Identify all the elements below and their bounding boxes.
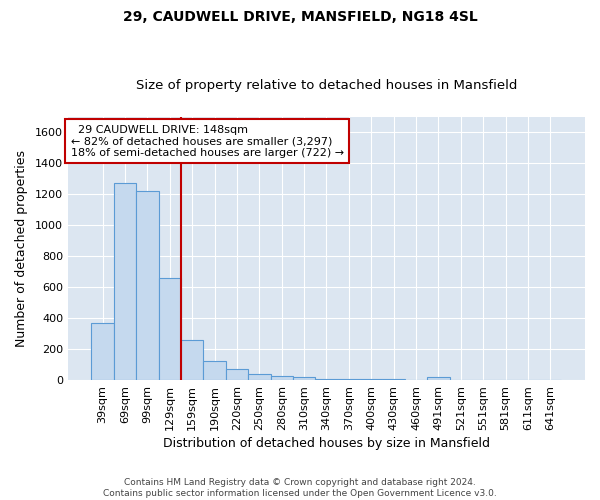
Bar xyxy=(203,361,226,380)
Bar xyxy=(360,379,382,380)
Bar xyxy=(427,378,449,380)
Bar xyxy=(91,323,114,380)
Bar xyxy=(114,184,136,380)
Bar xyxy=(248,374,271,380)
Bar xyxy=(293,378,315,380)
Text: 29 CAUDWELL DRIVE: 148sqm
← 82% of detached houses are smaller (3,297)
18% of se: 29 CAUDWELL DRIVE: 148sqm ← 82% of detac… xyxy=(71,124,344,158)
Bar xyxy=(158,278,181,380)
Bar xyxy=(271,376,293,380)
Text: 29, CAUDWELL DRIVE, MANSFIELD, NG18 4SL: 29, CAUDWELL DRIVE, MANSFIELD, NG18 4SL xyxy=(122,10,478,24)
Bar xyxy=(315,378,338,380)
Bar xyxy=(181,340,203,380)
Title: Size of property relative to detached houses in Mansfield: Size of property relative to detached ho… xyxy=(136,79,517,92)
Bar xyxy=(226,370,248,380)
Text: Contains HM Land Registry data © Crown copyright and database right 2024.
Contai: Contains HM Land Registry data © Crown c… xyxy=(103,478,497,498)
X-axis label: Distribution of detached houses by size in Mansfield: Distribution of detached houses by size … xyxy=(163,437,490,450)
Y-axis label: Number of detached properties: Number of detached properties xyxy=(15,150,28,347)
Bar xyxy=(136,191,158,380)
Bar xyxy=(338,379,360,380)
